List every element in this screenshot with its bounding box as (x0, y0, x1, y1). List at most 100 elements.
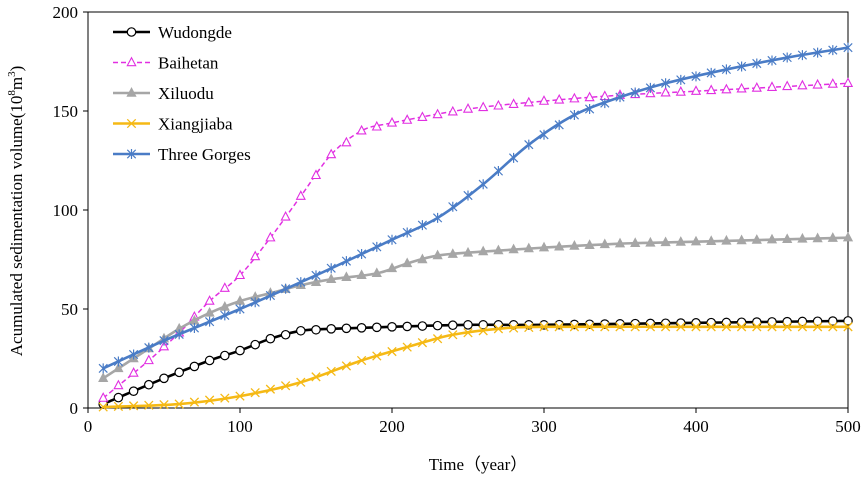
data-point (174, 367, 184, 378)
data-point (721, 64, 732, 75)
data-point (158, 340, 170, 351)
data-point (569, 322, 580, 332)
data-point (690, 235, 702, 246)
data-point (128, 349, 139, 360)
data-point (204, 295, 215, 305)
data-point (767, 55, 777, 66)
x-tick-label: 500 (835, 417, 861, 436)
data-point (402, 257, 413, 268)
data-point (600, 322, 610, 332)
series-line (103, 325, 848, 409)
data-point (144, 400, 154, 410)
data-point (220, 310, 230, 321)
data-point (372, 241, 382, 252)
data-point (235, 391, 245, 401)
data-point (174, 329, 184, 340)
data-point (767, 317, 777, 327)
legend-item-xiangjiaba: Xiangjiaba (113, 115, 233, 134)
series-line (102, 319, 849, 406)
data-point (98, 402, 108, 412)
data-point (584, 239, 595, 249)
data-point (538, 241, 550, 252)
data-point (706, 235, 717, 245)
legend-item-xiluodu: Xiluodu (113, 84, 214, 103)
data-point (721, 317, 732, 328)
data-point (599, 238, 610, 249)
data-point (387, 234, 397, 245)
data-point (812, 78, 823, 89)
series-line (102, 236, 849, 380)
data-point (812, 47, 823, 58)
data-point (295, 190, 306, 200)
data-point (843, 316, 853, 326)
data-point (432, 249, 443, 260)
data-point (189, 397, 200, 407)
data-point (524, 322, 534, 333)
data-point (417, 111, 428, 122)
data-point (736, 317, 747, 328)
data-point (432, 212, 443, 223)
data-point (736, 61, 747, 72)
data-point (280, 329, 291, 340)
data-point (311, 324, 321, 335)
data-point (448, 201, 458, 212)
legend-marker (126, 27, 137, 37)
data-point (341, 323, 352, 334)
data-point (234, 269, 246, 280)
data-point (113, 362, 124, 373)
data-point (843, 42, 853, 53)
data-point (827, 316, 838, 326)
data-point (143, 354, 154, 365)
data-point (98, 363, 108, 374)
data-point (371, 322, 382, 333)
data-point (310, 276, 322, 286)
data-point (828, 45, 838, 56)
legend-label: Xiangjiaba (158, 115, 233, 134)
legend-item-baihetan: Baihetan (113, 54, 219, 73)
data-point (448, 330, 458, 340)
x-tick-label: 200 (379, 417, 405, 436)
data-point (204, 395, 215, 405)
data-point (128, 367, 139, 377)
data-point (508, 323, 519, 333)
data-point (508, 243, 519, 254)
axes: 0 100 200 300 400 500 0 50 100 150 200 (53, 3, 861, 436)
data-point (706, 67, 716, 78)
y-tick-label: 200 (53, 3, 79, 22)
data-point (387, 346, 397, 357)
series-group (98, 42, 854, 412)
legend-marker (126, 118, 137, 129)
data-point (372, 351, 382, 361)
data-point (766, 81, 778, 91)
y-tick-label: 50 (61, 300, 78, 319)
data-point (462, 246, 474, 257)
data-point (296, 277, 306, 288)
data-point (220, 350, 230, 361)
data-point (204, 306, 215, 317)
data-point (296, 377, 306, 387)
legend-marker (126, 56, 137, 67)
series-baihetan (98, 77, 854, 402)
data-point (265, 384, 276, 394)
data-point (432, 320, 443, 331)
data-point (614, 237, 626, 248)
data-point (706, 322, 716, 332)
data-point (386, 116, 398, 127)
data-point (341, 256, 352, 267)
data-point (402, 114, 413, 124)
data-point (478, 245, 489, 256)
data-point (630, 87, 640, 98)
data-point (356, 355, 367, 366)
data-point (691, 322, 701, 332)
data-point (736, 82, 747, 93)
data-point (356, 124, 367, 135)
data-point (523, 242, 534, 253)
y-tick-label: 150 (53, 102, 79, 121)
series-line (102, 46, 849, 370)
data-point (812, 322, 823, 332)
legend: Wudongde Baihetan Xiluodu Xiangjiaba Three G… (113, 23, 251, 164)
data-point (766, 233, 778, 244)
data-point (113, 392, 124, 403)
data-point (645, 322, 656, 332)
